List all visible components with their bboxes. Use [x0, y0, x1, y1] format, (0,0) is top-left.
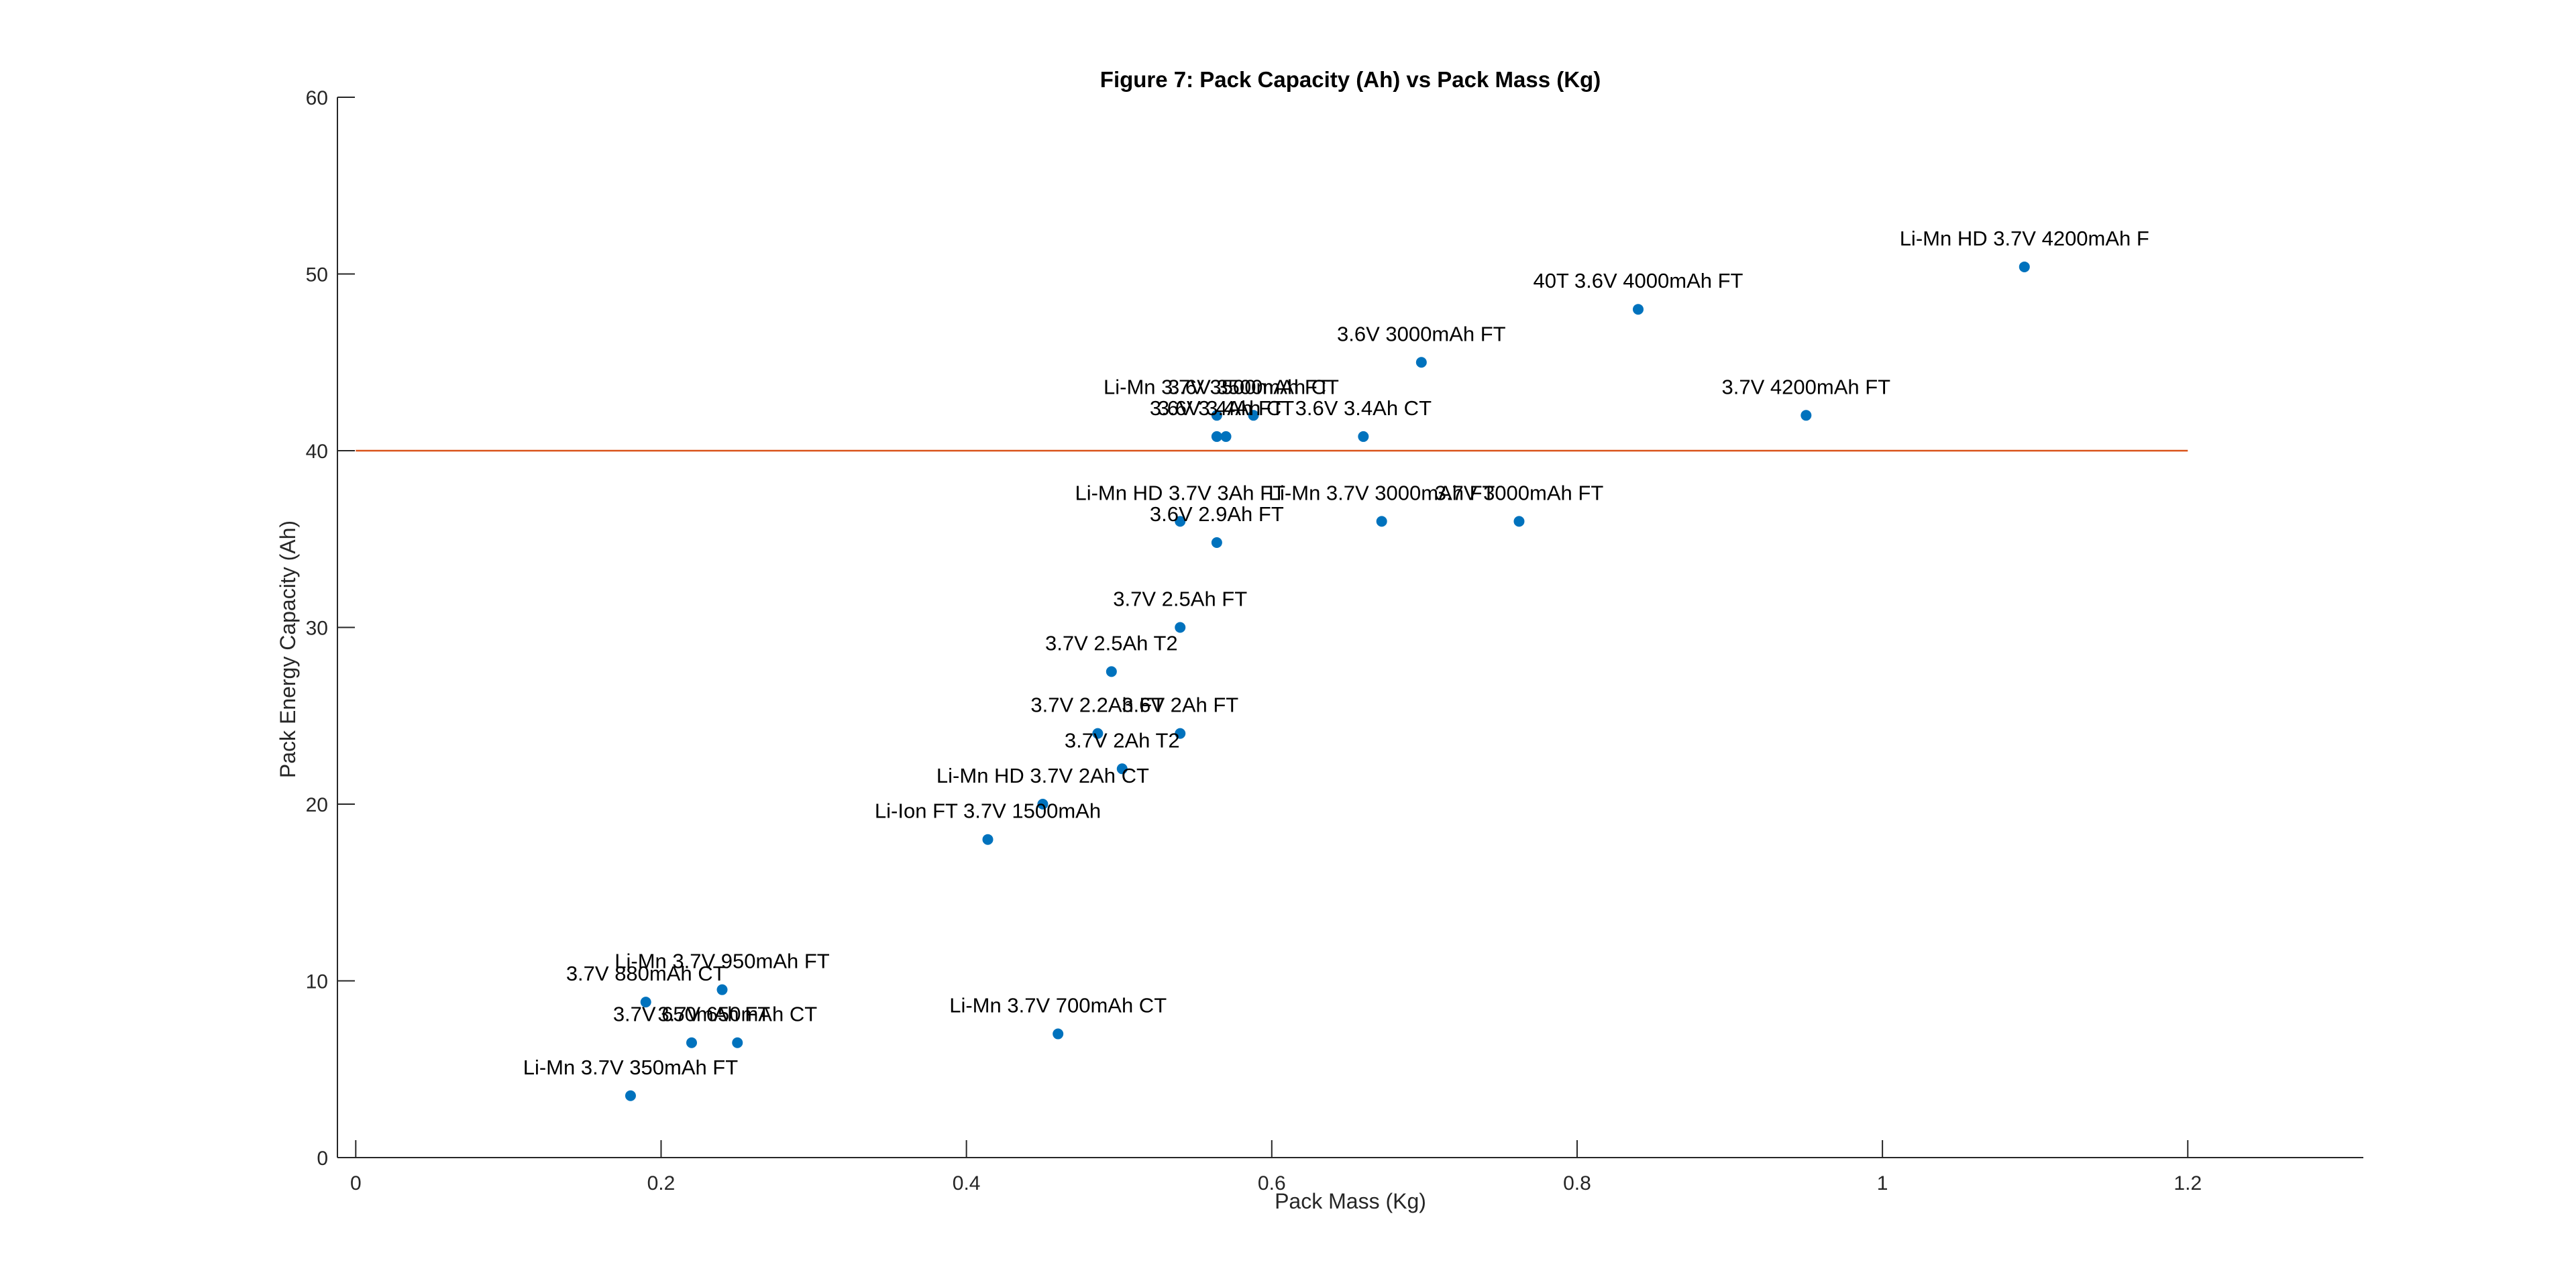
point-label: 3.7V 650mAh FT: [613, 1003, 770, 1026]
point-labels-layer: Li-Mn HD 3.7V 4200mAh F 40T 3.6V 4000mAh …: [523, 227, 2149, 1079]
point-label: Li-Mn 3.7V 3500mAh FT: [1104, 375, 1330, 398]
point-label: Li-Mn HD 3.7V 4200mAh F: [1900, 227, 2149, 250]
scatter-point: [1092, 728, 1104, 739]
x-axis-label: Pack Mass (Kg): [1275, 1189, 1426, 1213]
x-tick-label: 1.2: [2174, 1172, 2202, 1194]
scatter-point: [1415, 357, 1427, 368]
scatter-point: [1037, 799, 1049, 810]
scatter-point: [1220, 431, 1232, 442]
scatter-point: [982, 834, 994, 845]
point-label: 3.6V 2Ah FT: [1122, 693, 1238, 717]
scatter-point: [1376, 516, 1387, 527]
chart-title: Figure 7: Pack Capacity (Ah) vs Pack Mas…: [1100, 67, 1601, 92]
x-tick-label: 0.2: [647, 1172, 676, 1194]
scatter-point: [1801, 410, 1812, 421]
point-label: 3.6V 2.9Ah FT: [1150, 502, 1284, 526]
point-label: 3.7V 880mAh CT: [566, 962, 726, 985]
y-tick-label: 50: [306, 264, 328, 286]
y-tick-label: 40: [306, 441, 328, 463]
point-label: 3.7V 2.5Ah T2: [1045, 631, 1178, 655]
point-label: Li-Mn HD 3.7V 2Ah CT: [936, 764, 1149, 787]
point-label: 3.7V 650mAh CT: [657, 1003, 817, 1026]
scatter-point: [1632, 304, 1644, 315]
x-tick-label: 0: [350, 1172, 362, 1194]
scatter-point: [1175, 622, 1186, 633]
point-label: Li-Mn 3.7V 3000mAh FT: [1269, 481, 1495, 504]
scatter-point: [732, 1037, 743, 1048]
y-tick-label: 30: [306, 618, 328, 640]
scatter-point: [1116, 763, 1128, 775]
points-layer: [625, 261, 2030, 1101]
point-label: 3.6V 3.4Ah CT: [1158, 396, 1294, 420]
point-label: 3.7V 2.5Ah FT: [1113, 588, 1247, 611]
point-label: Li-Mn 3.7V 700mAh CT: [949, 994, 1167, 1017]
scatter-point: [1358, 431, 1369, 442]
scatter-point: [686, 1037, 697, 1048]
scatter-point: [1175, 728, 1186, 739]
scatter-point: [625, 1090, 636, 1101]
point-label: Li-Mn 3.7V 950mAh FT: [614, 950, 830, 973]
point-label: 3.7V 2Ah T2: [1065, 728, 1180, 752]
point-label: 3.6V 3000mAh FT: [1337, 322, 1506, 345]
point-label: 3.7V 2.2Ah FT: [1030, 693, 1165, 717]
point-label: Li-Mn HD 3.7V 3Ah FT: [1075, 481, 1285, 504]
y-tick-label: 60: [306, 87, 328, 109]
point-label: 3.6V 3.4Ah FT: [1150, 396, 1284, 420]
scatter-point: [1211, 537, 1222, 549]
point-label: 40T 3.6V 4000mAh FT: [1533, 269, 1743, 292]
scatter-point: [1248, 410, 1259, 421]
point-label: 3.7V 3000mAh FT: [1435, 481, 1604, 504]
scatter-point: [1106, 666, 1117, 677]
point-label: 3.6V 3.4Ah CT: [1295, 396, 1432, 420]
y-tick-label: 0: [317, 1148, 328, 1170]
axes: 0 0.2 0.4 0.6 0.8 1 1.2 0 10 20 30 40 50 60: [306, 87, 2363, 1194]
scatter-point: [1211, 410, 1222, 421]
scatter-point: [1513, 516, 1525, 527]
point-label: Li-Ion FT 3.7V 1500mAh: [875, 799, 1101, 823]
point-label: Li-Mn 3.7V 350mAh FT: [523, 1056, 739, 1079]
y-tick-label: 10: [306, 971, 328, 993]
scatter-point: [2019, 261, 2030, 272]
x-tick-label: 0.6: [1258, 1172, 1286, 1194]
scatter-point: [640, 997, 651, 1008]
point-label: 3.7V 4200mAh FT: [1722, 375, 1891, 398]
scatter-point: [1211, 431, 1222, 442]
x-tick-label: 1: [1877, 1172, 1888, 1194]
scatter-point: [1175, 516, 1186, 527]
y-axis-label: Pack Energy Capacity (Ah): [276, 520, 300, 778]
scatter-point: [1053, 1028, 1064, 1040]
point-label: 3.6V 3500mAh CT: [1168, 375, 1339, 398]
scatter-point: [716, 984, 728, 995]
y-tick-label: 20: [306, 794, 328, 816]
x-tick-label: 0.4: [953, 1172, 981, 1194]
x-tick-label: 0.8: [1563, 1172, 1591, 1194]
